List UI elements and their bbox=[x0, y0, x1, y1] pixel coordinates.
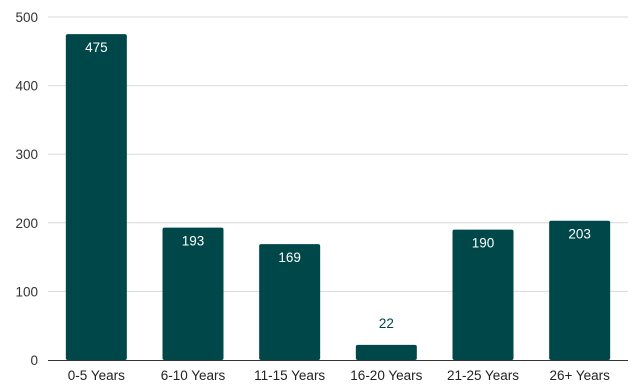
x-category-label: 16-20 Years bbox=[350, 368, 422, 383]
y-tick-label: 500 bbox=[15, 10, 38, 25]
bar-value-label: 190 bbox=[472, 236, 495, 251]
bar-value-labels: 475 193 169 22 190 203 bbox=[85, 40, 591, 331]
x-category-label: 11-15 Years bbox=[254, 368, 325, 383]
bar bbox=[162, 227, 224, 360]
x-category-label: 21-25 Years bbox=[447, 368, 519, 383]
x-category-label: 26+ Years bbox=[549, 368, 610, 383]
bar-value-label: 169 bbox=[278, 250, 301, 265]
bar bbox=[65, 34, 127, 361]
bar bbox=[452, 229, 514, 360]
y-tick-label: 0 bbox=[30, 353, 38, 368]
bar-value-label: 22 bbox=[379, 316, 394, 331]
gridlines bbox=[48, 16, 628, 292]
y-tick-label: 100 bbox=[15, 284, 38, 299]
x-category-label: 6-10 Years bbox=[161, 368, 226, 383]
y-axis-tick-labels: 0 100 200 300 400 500 bbox=[15, 10, 38, 368]
bar-value-label: 475 bbox=[85, 40, 108, 55]
bars bbox=[65, 34, 611, 361]
bar bbox=[259, 244, 321, 360]
bar bbox=[549, 220, 611, 360]
x-category-label: 0-5 Years bbox=[68, 368, 125, 383]
y-tick-label: 200 bbox=[15, 216, 38, 231]
bar-value-label: 203 bbox=[568, 227, 591, 242]
x-axis-category-labels: 0-5 Years 6-10 Years 11-15 Years 16-20 Year… bbox=[68, 368, 610, 383]
y-tick-label: 400 bbox=[15, 79, 38, 94]
bar-value-label: 193 bbox=[182, 234, 205, 249]
bar bbox=[355, 344, 417, 360]
y-tick-label: 300 bbox=[15, 147, 38, 162]
